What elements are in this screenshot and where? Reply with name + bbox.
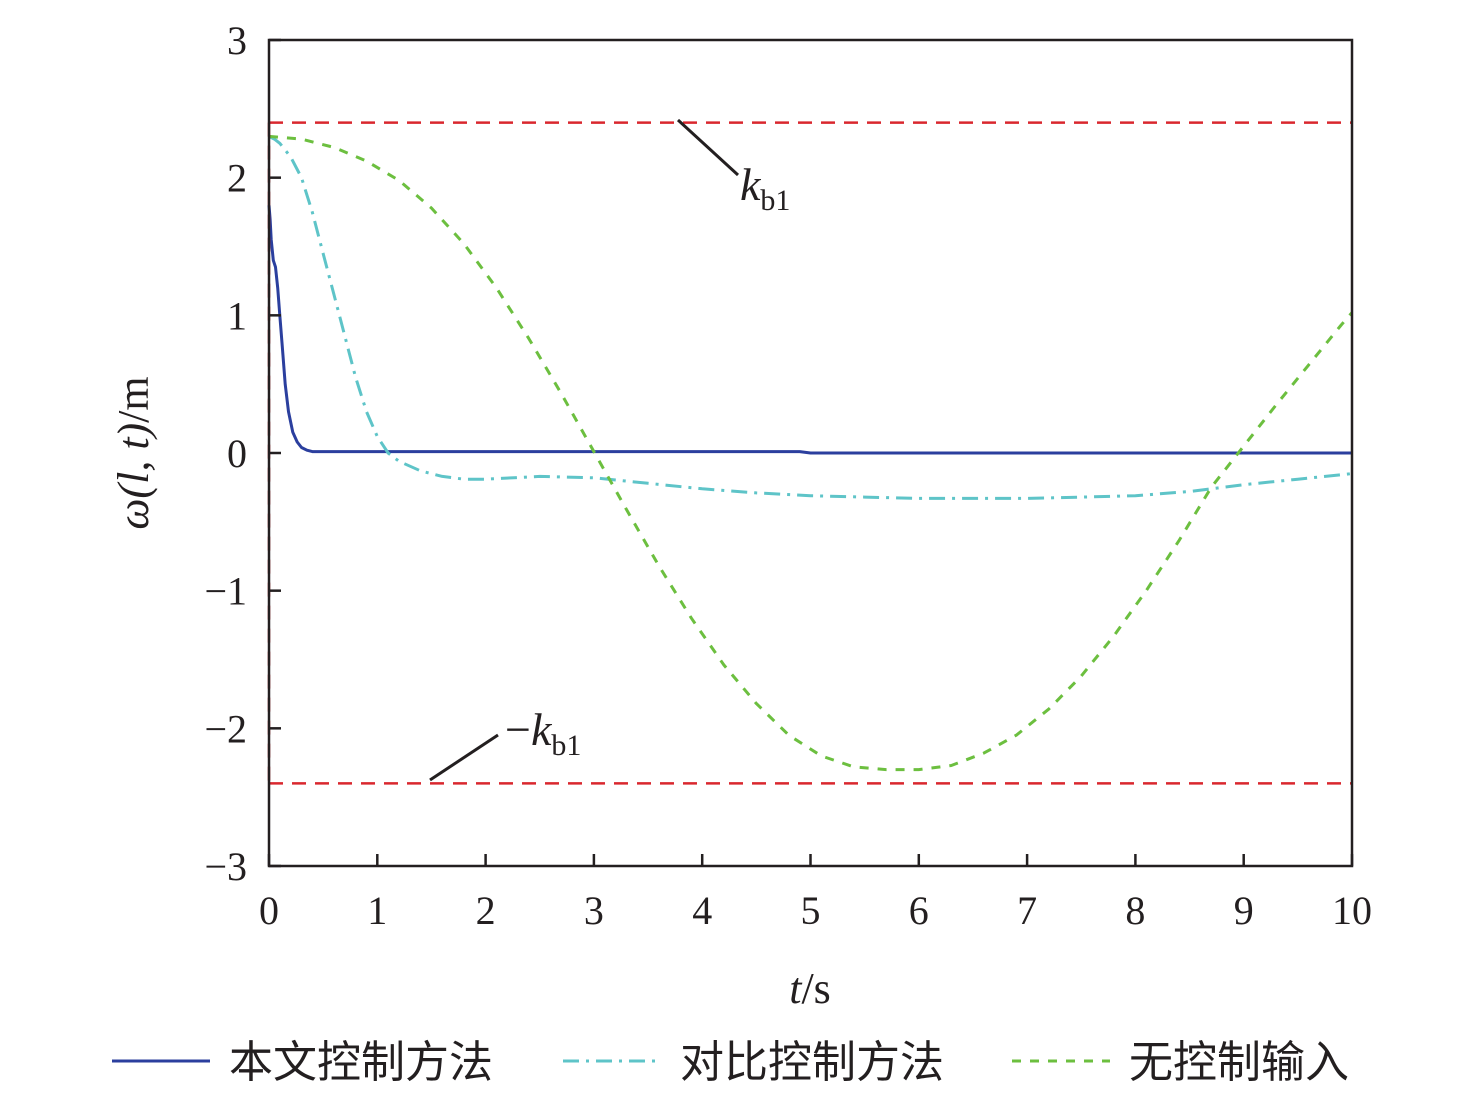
upper-bound-leader xyxy=(676,118,740,177)
series-line-2 xyxy=(268,134,1354,772)
x-tick-label: 0 xyxy=(259,888,279,933)
tick-marks-group xyxy=(267,38,1354,868)
x-axis-label: t/s xyxy=(789,964,831,1013)
x-tick-label: 3 xyxy=(584,888,604,933)
annotations-group: kb1 −kb1 xyxy=(429,118,790,782)
x-tick-label: 4 xyxy=(692,888,712,933)
upper-bound-label: kb1 xyxy=(740,159,790,217)
series-line-1 xyxy=(268,135,1353,500)
lower-bound-leader xyxy=(429,733,499,782)
x-axis-label-var: t xyxy=(789,964,803,1013)
lower-bound-label-sign: − xyxy=(505,704,531,755)
y-tick-label: −3 xyxy=(204,844,247,889)
lower-bound-label-sub: b1 xyxy=(551,729,581,762)
plot-series-group xyxy=(267,134,1354,772)
legend: 本文控制方法 对比控制方法 无控制输入 xyxy=(112,1037,1349,1088)
x-tick-label: 1 xyxy=(367,888,387,933)
x-tick-label: 8 xyxy=(1125,888,1145,933)
y-axis-label-var: ω xyxy=(109,499,158,530)
x-tick-label: 10 xyxy=(1332,888,1372,933)
x-tick-label: 2 xyxy=(476,888,496,933)
y-axis-label-args: (l, t) xyxy=(109,423,158,499)
lower-bound-label-var: k xyxy=(531,704,553,755)
legend-label-2: 无控制输入 xyxy=(1129,1037,1349,1088)
y-axis-label: ω(l, t)/m xyxy=(109,376,158,529)
series-line-0 xyxy=(267,205,1352,455)
legend-label-1: 对比控制方法 xyxy=(680,1037,944,1088)
tick-labels-group: 0 1 2 3 4 5 6 7 8 9 10 −3 −2 −1 0 1 2 3 xyxy=(204,18,1372,933)
y-tick-label: −2 xyxy=(204,706,247,751)
y-tick-label: 3 xyxy=(227,18,247,63)
lower-bound-label: −kb1 xyxy=(505,704,581,762)
x-axis-label-unit: /s xyxy=(801,964,830,1013)
y-tick-label: 2 xyxy=(227,156,247,201)
x-tick-label: 9 xyxy=(1234,888,1254,933)
upper-bound-label-sub: b1 xyxy=(760,184,790,217)
x-tick-label: 5 xyxy=(801,888,821,933)
y-tick-label: −1 xyxy=(204,569,247,614)
x-tick-label: 6 xyxy=(909,888,929,933)
y-tick-label: 1 xyxy=(227,293,247,338)
x-tick-label: 7 xyxy=(1017,888,1037,933)
y-tick-label: 0 xyxy=(227,431,247,476)
upper-bound-label-var: k xyxy=(740,159,762,210)
legend-label-0: 本文控制方法 xyxy=(229,1037,493,1088)
y-axis-label-unit: /m xyxy=(109,376,158,422)
